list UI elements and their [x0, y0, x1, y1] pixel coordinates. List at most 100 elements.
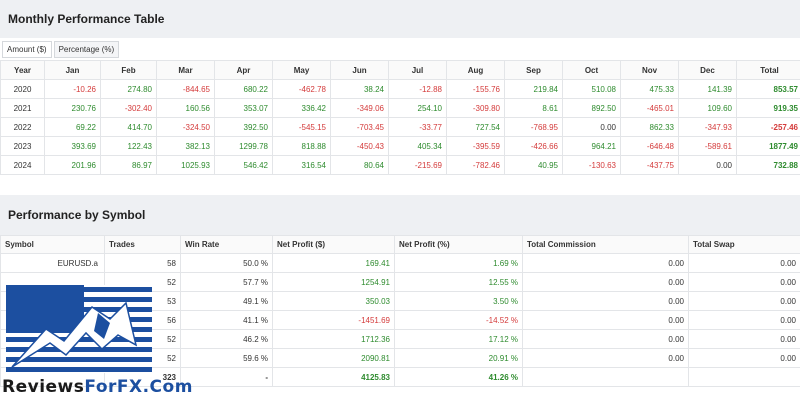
monthly-total-cell: 853.57: [736, 79, 800, 99]
symbol-value-cell: 0.00: [522, 348, 689, 368]
monthly-row: 2020 -10.26 274.80 -844.65 680.22 -462.78 38.2…: [0, 79, 800, 99]
symbol-value-cell: 0.00: [688, 310, 800, 330]
monthly-col-header: Feb: [100, 60, 157, 80]
monthly-value-cell: -703.45: [330, 117, 389, 137]
monthly-value-cell: 38.24: [330, 79, 389, 99]
monthly-value-cell: 475.33: [620, 79, 679, 99]
monthly-total-cell: 732.88: [736, 155, 800, 175]
monthly-value-cell: 69.22: [44, 117, 101, 137]
monthly-value-cell: -589.61: [678, 136, 737, 156]
monthly-value-cell: -33.77: [388, 117, 447, 137]
monthly-year-cell: 2021: [0, 98, 45, 118]
symbol-title: Performance by Symbol: [8, 208, 146, 222]
monthly-value-cell: -395.59: [446, 136, 505, 156]
symbol-profit-cell: 12.55 %: [394, 272, 523, 292]
monthly-value-cell: 727.54: [446, 117, 505, 137]
monthly-value-cell: -462.78: [272, 79, 331, 99]
symbol-value-cell: 0.00: [522, 291, 689, 311]
monthly-value-cell: 40.95: [504, 155, 563, 175]
monthly-total-cell: -257.46: [736, 117, 800, 137]
monthly-value-cell: -465.01: [620, 98, 679, 118]
monthly-tabs: Amount ($) Percentage (%): [0, 38, 800, 60]
monthly-value-cell: 122.43: [100, 136, 157, 156]
symbol-value-cell: 0.00: [522, 272, 689, 292]
symbol-row: EURUSD.a 58 50.0 % 169.41 1.69 % 0.00 0.00: [0, 253, 800, 273]
symbol-value-cell: 52: [104, 329, 181, 349]
symbol-row: USDCAD.a 52 46.2 % 1712.36 17.12 % 0.00 0.00: [0, 329, 800, 349]
symbol-profit-cell: 1254.91: [272, 272, 395, 292]
symbol-value-cell: 46.2 %: [180, 329, 273, 349]
monthly-value-cell: 230.76: [44, 98, 101, 118]
monthly-total-cell: 1877.49: [736, 136, 800, 156]
monthly-value-cell: -215.69: [388, 155, 447, 175]
monthly-value-cell: 109.60: [678, 98, 737, 118]
symbol-value-cell: [688, 367, 800, 387]
monthly-col-header: Sep: [504, 60, 563, 80]
monthly-value-cell: -768.95: [504, 117, 563, 137]
monthly-value-cell: 219.84: [504, 79, 563, 99]
monthly-value-cell: 964.21: [562, 136, 621, 156]
symbol-value-cell: 0.00: [688, 348, 800, 368]
symbol-profit-cell: 41.26 %: [394, 367, 523, 387]
symbol-value-cell: [522, 367, 689, 387]
symbol-value-cell: 52: [104, 348, 181, 368]
symbol-profit-cell: -14.52 %: [394, 310, 523, 330]
symbol-value-cell: 56: [104, 310, 181, 330]
monthly-value-cell: 680.22: [214, 79, 273, 99]
symbol-name-cell: USDCHF.a: [0, 291, 105, 311]
symbol-profit-cell: -1451.69: [272, 310, 395, 330]
monthly-value-cell: 86.97: [100, 155, 157, 175]
monthly-value-cell: 141.39: [678, 79, 737, 99]
monthly-col-header: Total: [736, 60, 800, 80]
monthly-value-cell: -302.40: [100, 98, 157, 118]
monthly-value-cell: 1025.93: [156, 155, 215, 175]
monthly-value-cell: 818.88: [272, 136, 331, 156]
monthly-col-header: Mar: [156, 60, 215, 80]
monthly-col-header: May: [272, 60, 331, 80]
symbol-col-header: Total Commission: [522, 235, 689, 254]
monthly-year-cell: 2024: [0, 155, 45, 175]
symbol-col-header: Net Profit ($): [272, 235, 395, 254]
symbol-value-cell: 0.00: [688, 291, 800, 311]
monthly-row: 2023 393.69 122.43 382.13 1299.78 818.88 -450.…: [0, 136, 800, 156]
monthly-value-cell: 1299.78: [214, 136, 273, 156]
symbol-name-cell: EURUSD.a: [0, 253, 105, 273]
symbol-row: USDJPY.a 52 59.6 % 2090.81 20.91 % 0.00 0.00: [0, 348, 800, 368]
monthly-col-header: Jan: [44, 60, 101, 80]
tab-percentage[interactable]: Percentage (%): [53, 40, 120, 58]
symbol-section-header: Performance by Symbol: [0, 195, 800, 235]
monthly-value-cell: 254.10: [388, 98, 447, 118]
symbol-profit-cell: 169.41: [272, 253, 395, 273]
symbol-name-cell: GBPUSD.a: [0, 310, 105, 330]
monthly-value-cell: -844.65: [156, 79, 215, 99]
monthly-value-cell: -155.76: [446, 79, 505, 99]
monthly-row: 2024 201.96 86.97 1025.93 546.42 316.54 80.64-…: [0, 155, 800, 175]
symbol-profit-cell: 1712.36: [272, 329, 395, 349]
symbol-value-cell: 59.6 %: [180, 348, 273, 368]
monthly-value-cell: 892.50: [562, 98, 621, 118]
symbol-profit-cell: 20.91 %: [394, 348, 523, 368]
monthly-value-cell: -437.75: [620, 155, 679, 175]
monthly-total-cell: 919.35: [736, 98, 800, 118]
monthly-value-cell: 414.70: [100, 117, 157, 137]
monthly-value-cell: -349.06: [330, 98, 389, 118]
monthly-value-cell: -130.63: [562, 155, 621, 175]
monthly-col-header: Year: [0, 60, 45, 80]
monthly-value-cell: 274.80: [100, 79, 157, 99]
monthly-year-cell: 2023: [0, 136, 45, 156]
symbol-col-header: Net Profit (%): [394, 235, 523, 254]
symbol-profit-cell: 3.50 %: [394, 291, 523, 311]
symbol-value-cell: 53: [104, 291, 181, 311]
symbol-name-cell: USDJPY.a: [0, 348, 105, 368]
monthly-title: Monthly Performance Table: [8, 12, 165, 26]
monthly-value-cell: -450.43: [330, 136, 389, 156]
tab-amount[interactable]: Amount ($): [2, 40, 52, 58]
monthly-col-header: Jul: [388, 60, 447, 80]
symbol-row: 52 57.7 % 1254.91 12.55 % 0.00 0.00: [0, 272, 800, 292]
monthly-col-header: Nov: [620, 60, 679, 80]
monthly-value-cell: -426.66: [504, 136, 563, 156]
symbol-value-cell: 0.00: [688, 253, 800, 273]
symbol-profit-cell: 1.69 %: [394, 253, 523, 273]
monthly-value-cell: -10.26: [44, 79, 101, 99]
monthly-value-cell: -782.46: [446, 155, 505, 175]
